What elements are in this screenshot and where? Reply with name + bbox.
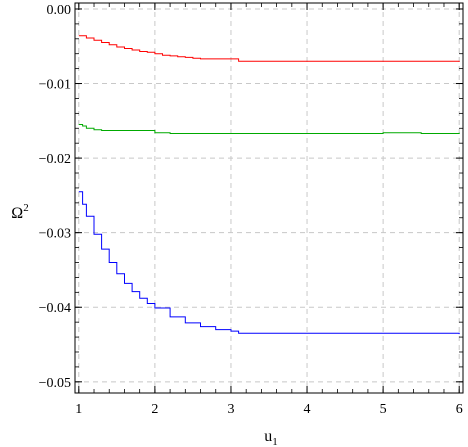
- series-line-1: [78, 35, 460, 62]
- y-tick-label: −0.03: [39, 227, 71, 242]
- tick-labels: 1 2 3 4 5 6 0.00 −0.01 −0.02 −0.03 −0.04 −0.05: [39, 3, 463, 417]
- y-tick-label: −0.01: [39, 78, 71, 93]
- grid: [75, 3, 463, 393]
- x-axis-label-sub: 1: [272, 436, 278, 447]
- plot-frame: [74, 2, 464, 394]
- series-lines: [78, 35, 460, 335]
- x-axis-label: u1: [264, 428, 278, 447]
- x-tick-label: 5: [380, 402, 387, 417]
- series-line-3: [78, 191, 460, 335]
- x-axis-label-base: u: [264, 428, 272, 445]
- y-tick-label: −0.02: [39, 152, 71, 167]
- x-tick-label: 6: [456, 402, 463, 417]
- ticks: [75, 3, 463, 393]
- x-tick-label: 3: [227, 402, 234, 417]
- y-axis-label-sup: 2: [23, 202, 29, 214]
- x-tick-label: 2: [151, 402, 158, 417]
- y-tick-label: −0.04: [39, 301, 71, 316]
- y-tick-label: −0.05: [39, 376, 71, 391]
- y-axis-label-base: Ω: [11, 205, 23, 222]
- x-tick-label: 4: [304, 402, 311, 417]
- series-line-2: [78, 124, 460, 134]
- y-tick-label: 0.00: [47, 3, 72, 18]
- x-tick-label: 1: [75, 402, 82, 417]
- y-axis-label: Ω2: [11, 202, 28, 222]
